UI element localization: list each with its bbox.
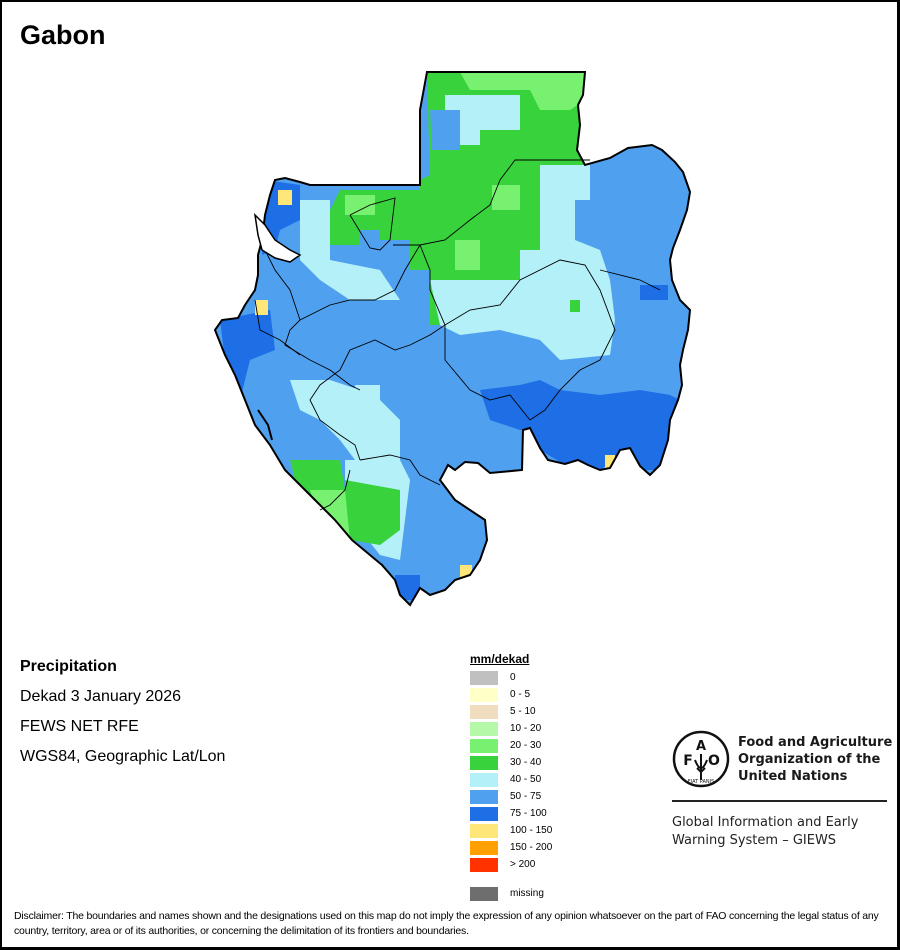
legend-label: missing	[510, 888, 544, 899]
raster-20-30	[455, 240, 480, 270]
legend-label: 10 - 20	[510, 723, 542, 734]
legend-swatch	[470, 721, 498, 736]
legend-label: 150 - 200	[510, 842, 553, 853]
legend: mm/dekad 0 0 - 5 5 - 10 10 - 20 20 - 30 30 - …	[470, 652, 552, 902]
svg-text:O: O	[708, 753, 720, 769]
legend-label: 0 - 5	[510, 689, 531, 700]
raster-50-75	[430, 110, 460, 150]
legend-label: 75 - 100	[510, 808, 547, 819]
legend-item: 100 - 150	[470, 822, 552, 839]
raster-40-50	[540, 165, 590, 250]
legend-item: 0	[470, 669, 552, 686]
svg-text:F: F	[683, 753, 693, 769]
legend-swatch	[470, 738, 498, 753]
legend-label: > 200	[510, 859, 536, 870]
raster-30-40	[570, 300, 580, 312]
disclaimer: Disclaimer: The boundaries and names sho…	[14, 910, 879, 937]
legend-item: 20 - 30	[470, 737, 552, 754]
legend-item: 0 - 5	[470, 686, 552, 703]
map-info: Precipitation Dekad 3 January 2026 FEWS …	[20, 656, 225, 776]
legend-swatch	[470, 823, 498, 838]
legend-label: 5 - 10	[510, 706, 536, 717]
svg-text:A: A	[696, 739, 706, 754]
raster-75-100	[395, 575, 420, 600]
legend-swatch	[470, 687, 498, 702]
legend-swatch	[470, 755, 498, 770]
source-label: FEWS NET RFE	[20, 718, 139, 735]
raster-40-50	[445, 95, 520, 145]
estuary	[253, 212, 302, 263]
legend-label: 40 - 50	[510, 774, 542, 785]
legend-item: 75 - 100	[470, 805, 552, 822]
legend-swatch	[470, 772, 498, 787]
raster-20-30	[345, 195, 375, 215]
lagoon	[257, 409, 273, 441]
raster-40-50	[355, 385, 380, 405]
projection-label: WGS84, Geographic Lat/Lon	[20, 748, 226, 765]
legend-item: 50 - 75	[470, 788, 552, 805]
legend-label: 50 - 75	[510, 791, 542, 802]
variable-label: Precipitation	[20, 658, 117, 675]
raster-40-50	[300, 200, 400, 300]
legend-swatch	[470, 857, 498, 872]
raster-75-100	[640, 285, 668, 300]
precipitation-raster	[215, 72, 690, 605]
admin-boundaries	[254, 159, 661, 511]
period-label: Dekad 3 January 2026	[20, 688, 181, 705]
map-title: Gabon	[20, 20, 106, 50]
legend-item: 10 - 20	[470, 720, 552, 737]
country-outline	[213, 71, 692, 607]
giews-line: Warning System – GIEWS	[672, 833, 837, 848]
fao-name: Food and Agriculture Organization of the…	[738, 734, 900, 785]
raster-20-30	[460, 72, 585, 110]
raster-100-150	[278, 190, 292, 205]
legend-item: 30 - 40	[470, 754, 552, 771]
giews-line: Global Information and Early	[672, 815, 859, 830]
legend-label: 20 - 30	[510, 740, 542, 751]
legend-label: 100 - 150	[510, 825, 553, 836]
legend-label: 30 - 40	[510, 757, 542, 768]
legend-label: 0	[510, 672, 516, 683]
raster-30-40	[345, 480, 400, 545]
legend-swatch	[470, 840, 498, 855]
fao-logo-icon: F A O FIAT PANIS	[672, 730, 730, 788]
raster-20-30	[492, 185, 520, 210]
giews-name: Global Information and Early Warning Sys…	[672, 814, 900, 850]
legend-item: 40 - 50	[470, 771, 552, 788]
legend-item: 150 - 200	[470, 839, 552, 856]
legend-unit: mm/dekad	[470, 652, 530, 666]
divider	[672, 800, 887, 802]
legend-swatch	[470, 704, 498, 719]
legend-swatch	[470, 670, 498, 685]
legend-swatch	[470, 806, 498, 821]
raster-100-150	[255, 300, 268, 315]
legend-swatch	[470, 789, 498, 804]
legend-item: 5 - 10	[470, 703, 552, 720]
raster-40-50	[430, 240, 615, 360]
svg-text:FIAT PANIS: FIAT PANIS	[688, 779, 715, 785]
legend-swatch	[470, 886, 498, 901]
fao-name-line: United Nations	[738, 769, 848, 784]
precipitation-map	[213, 71, 692, 607]
fao-name-line: Food and Agriculture	[738, 735, 893, 750]
legend-item-missing: missing	[470, 885, 552, 902]
fao-name-line: Organization of the	[738, 752, 881, 767]
legend-item: > 200	[470, 856, 552, 873]
